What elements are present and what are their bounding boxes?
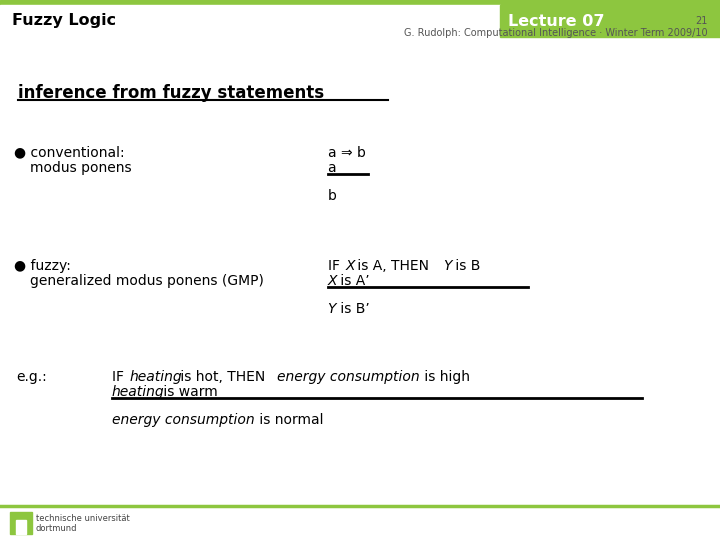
Text: energy consumption: energy consumption — [112, 413, 254, 427]
Text: is B: is B — [451, 259, 480, 273]
Text: IF: IF — [328, 259, 344, 273]
Text: heating: heating — [112, 385, 164, 399]
Bar — [500, 5, 720, 37]
Text: generalized modus ponens (GMP): generalized modus ponens (GMP) — [30, 274, 264, 288]
Text: technische universität: technische universität — [36, 514, 130, 523]
Text: energy consumption: energy consumption — [276, 370, 419, 384]
Text: Lecture 07: Lecture 07 — [508, 14, 605, 29]
Bar — [0, 0, 720, 5]
Text: a: a — [328, 161, 336, 175]
Text: X: X — [346, 259, 355, 273]
Text: is A, THEN: is A, THEN — [353, 259, 433, 273]
Text: ● conventional:: ● conventional: — [14, 146, 125, 160]
Text: IF: IF — [112, 370, 128, 384]
Text: 21: 21 — [696, 16, 708, 26]
Text: b: b — [328, 189, 336, 203]
Bar — [10, 512, 32, 534]
Text: Y: Y — [444, 259, 452, 273]
Text: e.g.:: e.g.: — [16, 370, 47, 384]
Text: heating: heating — [130, 370, 182, 384]
Text: inference from fuzzy statements: inference from fuzzy statements — [18, 84, 324, 102]
Bar — [16, 520, 26, 534]
Bar — [0, 5, 500, 37]
Text: is hot, THEN: is hot, THEN — [176, 370, 269, 384]
Text: is normal: is normal — [255, 413, 323, 427]
Text: is A’: is A’ — [336, 274, 369, 288]
Text: Y: Y — [328, 302, 336, 316]
Text: is warm: is warm — [158, 385, 217, 399]
Text: ● fuzzy:: ● fuzzy: — [14, 259, 71, 273]
Text: a ⇒ b: a ⇒ b — [328, 146, 366, 160]
Text: modus ponens: modus ponens — [30, 161, 132, 175]
Text: G. Rudolph: Computational Intelligence · Winter Term 2009/10: G. Rudolph: Computational Intelligence ·… — [405, 28, 708, 38]
Text: is B’: is B’ — [336, 302, 369, 316]
Text: X: X — [328, 274, 337, 288]
Text: dortmund: dortmund — [36, 524, 78, 533]
Text: Fuzzy Logic: Fuzzy Logic — [12, 14, 116, 29]
Text: is high: is high — [420, 370, 469, 384]
